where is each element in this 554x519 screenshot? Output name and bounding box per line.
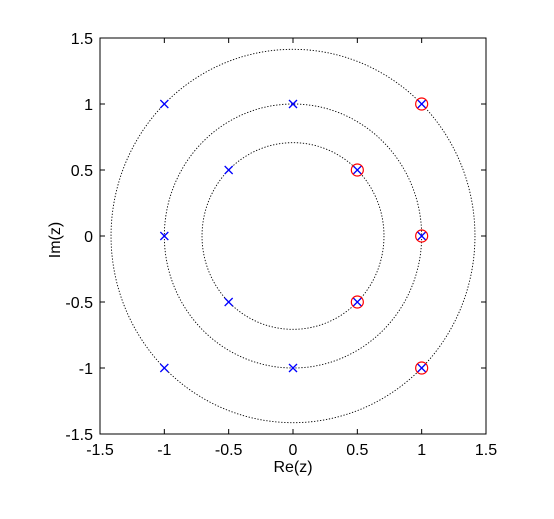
markers-layer <box>159 97 429 375</box>
pole-marker <box>224 297 234 307</box>
x-tick-label-6: 1.5 <box>475 442 497 459</box>
x-tick-label-1: -1 <box>157 442 171 459</box>
pole-marker <box>224 165 234 175</box>
pole-marker-stroke <box>417 363 427 373</box>
pole-marker-stroke <box>224 297 234 307</box>
y-tick-label-2: -0.5 <box>65 295 93 312</box>
zero-marker <box>350 295 364 309</box>
zero-marker <box>415 229 429 243</box>
pole-marker-stroke <box>352 297 362 307</box>
pole-marker-stroke <box>288 363 298 373</box>
x-axis-label: Re(z) <box>273 459 312 476</box>
pole-marker-stroke <box>159 231 169 241</box>
pole-marker <box>288 99 298 109</box>
y-tick-label-3: 0 <box>84 229 93 246</box>
pole-marker-stroke <box>224 165 234 175</box>
pole-marker <box>352 297 362 307</box>
pole-marker-stroke <box>417 231 427 241</box>
y-tick-label-4: 0.5 <box>71 163 93 180</box>
x-tick-label-0: -1.5 <box>86 442 114 459</box>
x-tick-label-4: 0.5 <box>346 442 368 459</box>
y-tick-label-5: 1 <box>84 97 93 114</box>
ticks-layer <box>99 37 487 435</box>
dotted-circle-2 <box>163 103 423 369</box>
pole-marker-stroke <box>417 99 427 109</box>
zero-marker <box>415 361 429 375</box>
x-tick-label-2: -0.5 <box>215 442 243 459</box>
dotted-circle-3 <box>110 48 476 424</box>
zero-marker <box>350 163 364 177</box>
pole-marker <box>159 363 169 373</box>
pole-marker-stroke <box>159 363 169 373</box>
pole-marker <box>417 363 427 373</box>
x-tick-label-5: 1 <box>417 442 426 459</box>
dotted-circle-1 <box>201 142 385 330</box>
pole-marker <box>288 363 298 373</box>
y-tick-label-0: -1.5 <box>65 427 93 444</box>
tick-labels-layer: -1.5 -1 -0.5 0 0.5 1 1.5 -1.5 -1 -0.5 0 0.5 1 1.5 <box>65 31 497 459</box>
pole-marker <box>159 231 169 241</box>
pole-marker <box>352 165 362 175</box>
pole-marker-stroke <box>159 99 169 109</box>
x-tick-label-3: 0 <box>289 442 298 459</box>
pole-marker <box>417 231 427 241</box>
pole-marker-stroke <box>288 99 298 109</box>
pole-marker-stroke <box>352 165 362 175</box>
zero-marker <box>415 97 429 111</box>
y-axis-label: Im(z) <box>47 222 64 258</box>
y-tick-label-6: 1.5 <box>71 31 93 48</box>
y-tick-label-1: -1 <box>79 361 93 378</box>
pole-marker <box>417 99 427 109</box>
pole-marker <box>159 99 169 109</box>
